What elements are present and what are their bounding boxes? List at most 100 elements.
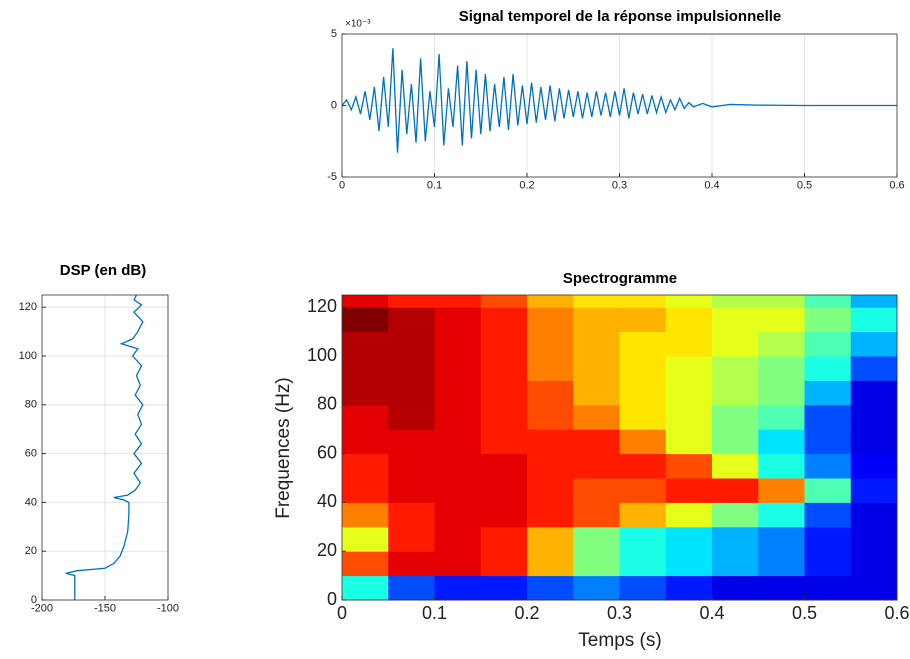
heatmap-cell (665, 453, 713, 479)
heatmap-cell (850, 380, 898, 406)
heatmap-cell (527, 502, 574, 528)
heatmap-cell (712, 551, 759, 577)
heatmap-cell (527, 478, 574, 503)
heatmap-cell (804, 307, 852, 333)
heatmap-cell (619, 453, 667, 479)
heatmap-cell (573, 331, 620, 357)
heatmap-cell (804, 478, 852, 503)
heatmap-cell (527, 295, 574, 308)
heatmap-cell (434, 478, 482, 503)
y-tick-label: 20 (317, 540, 337, 560)
heatmap-cell (850, 307, 898, 333)
heatmap-cell (619, 502, 667, 528)
x-tick-label: 0.1 (422, 603, 447, 623)
heatmap-cell (804, 551, 852, 577)
heatmap-cell (388, 404, 435, 430)
line (341, 48, 897, 153)
y-tick-label: 80 (317, 394, 337, 414)
heatmap-cell (804, 380, 852, 406)
heatmap-cell (388, 295, 435, 308)
x-tick-label: 0.1 (427, 180, 442, 192)
x-tick-label: 0.3 (607, 603, 632, 623)
heatmap-cell (342, 526, 389, 552)
heatmap-cell (619, 331, 667, 357)
heatmap-cell (850, 404, 898, 430)
heatmap-cell (665, 331, 713, 357)
heatmap-cell (388, 453, 435, 479)
y-tick-label: 100 (19, 350, 37, 362)
heatmap-cell (434, 331, 482, 357)
heatmap-cell (850, 478, 898, 503)
y-tick-label: 100 (307, 345, 337, 365)
heatmap-cell (527, 429, 574, 455)
heatmap-cell (434, 526, 482, 552)
x-tick-label: 0.2 (519, 180, 534, 192)
heatmap-cell (573, 575, 620, 601)
x-tick-label: 0 (339, 180, 345, 192)
heatmap-cell (850, 331, 898, 357)
heatmap-cell (758, 404, 805, 430)
heatmap-cell (480, 453, 528, 479)
heatmap-cell (619, 295, 667, 308)
heatmap-cell (388, 551, 435, 577)
x-tick-label: 0.4 (704, 180, 719, 192)
heatmap-cell (850, 526, 898, 552)
heatmap-cell (434, 404, 482, 430)
heatmap-cell (527, 307, 574, 333)
heatmap-cell (804, 356, 852, 381)
heatmap-cell (850, 295, 898, 308)
heatmap-cell (480, 404, 528, 430)
y-tick-label: 5 (331, 28, 337, 40)
x-tick-label: 0.6 (884, 603, 909, 623)
heatmap-cell (573, 356, 620, 381)
heatmap-cell (480, 502, 528, 528)
heatmap-cell (850, 453, 898, 479)
heatmap-cell (804, 526, 852, 552)
chart-title: DSP (en dB) (60, 262, 146, 279)
x-tick-label: -200 (31, 603, 53, 615)
heatmap-cell (527, 331, 574, 357)
heatmap-cell (388, 307, 435, 333)
heatmap-cell (388, 478, 435, 503)
heatmap-cell (434, 551, 482, 577)
heatmap-cell (665, 478, 713, 503)
heatmap-cell (573, 453, 620, 479)
y-tick-label: 0 (331, 99, 337, 111)
heatmap-cell (527, 404, 574, 430)
heatmap-cell (712, 356, 759, 381)
y-tick-label: 0 (327, 589, 337, 609)
y-tick-label: 20 (25, 545, 37, 557)
heatmap-cell (804, 404, 852, 430)
heatmap-cell (850, 575, 898, 601)
x-tick-label: 0.3 (612, 180, 627, 192)
heatmap-cell (758, 551, 805, 577)
x-tick-label: -150 (94, 603, 116, 615)
x-axis-label: Temps (s) (578, 630, 661, 651)
heatmap-cell (712, 453, 759, 479)
heatmap-cell (342, 295, 389, 308)
heatmap-cell (665, 307, 713, 333)
y-tick-label: 40 (25, 496, 37, 508)
y-tick-label: 120 (307, 296, 337, 316)
heatmap-cell (758, 295, 805, 308)
heatmap-cell (480, 380, 528, 406)
heatmap-cell (388, 356, 435, 381)
heatmap-cell (480, 478, 528, 503)
heatmap-cell (342, 331, 389, 357)
heatmap-cell (665, 380, 713, 406)
heatmap-cell (434, 295, 482, 308)
heatmap-cell (342, 551, 389, 577)
heatmap-cell (434, 429, 482, 455)
heatmap-cell (342, 307, 389, 333)
chart-title: Signal temporel de la réponse impulsionn… (459, 8, 782, 25)
heatmap-cell (758, 502, 805, 528)
heatmap-cell (527, 526, 574, 552)
heatmap-cell (388, 331, 435, 357)
heatmap-cell (758, 429, 805, 455)
heatmap-cell (804, 502, 852, 528)
y-tick-label: 60 (25, 448, 37, 460)
heatmap-cell (619, 551, 667, 577)
heatmap-cell (758, 526, 805, 552)
heatmap-cell (712, 575, 759, 601)
x-tick-label: 0.5 (797, 180, 812, 192)
